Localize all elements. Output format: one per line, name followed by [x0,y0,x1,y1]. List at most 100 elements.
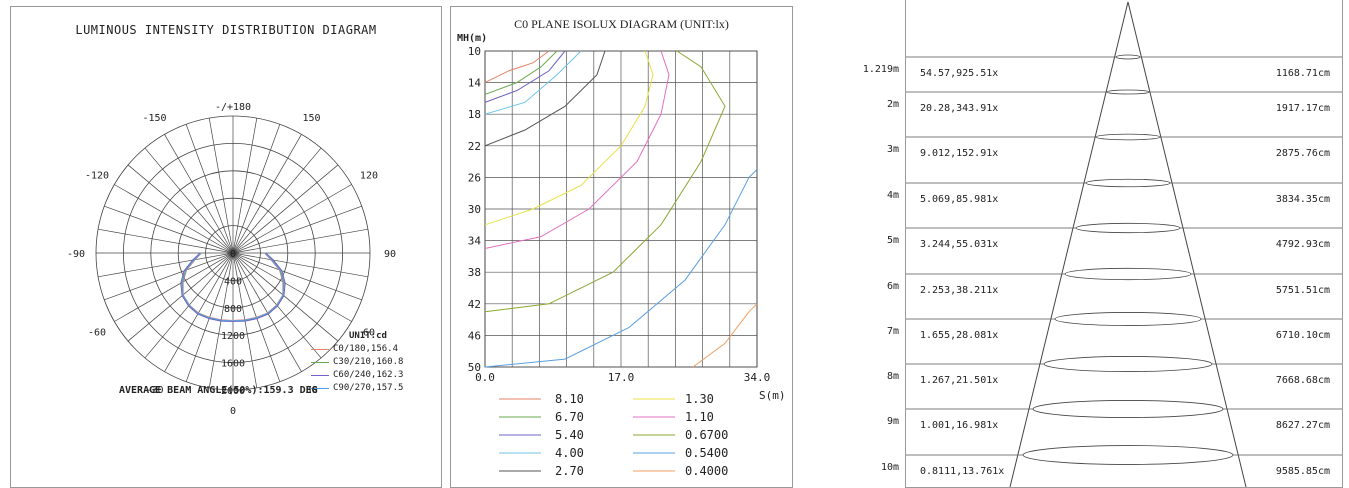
polar-radial-tick: 400 [224,276,242,287]
isolux-y-tick: 26 [468,171,481,184]
cone-illuminance: 2.253,38.211x [920,285,998,296]
polar-radial-tick: 0 [230,249,236,260]
polar-spoke [232,147,322,254]
polar-spoke [127,252,234,342]
isolux-legend-label: 5.40 [555,428,584,442]
cone-illuminance: 1.267,21.501x [920,375,998,386]
isolux-legend-label: 2.70 [555,464,584,478]
isolux-y-tick: 42 [468,298,481,311]
isolux-y-tick: 38 [468,266,481,279]
isolux-contour-line [484,50,726,313]
isolux-y-tick: 10 [468,45,481,58]
isolux-legend-label: 1.30 [685,392,714,406]
isolux-y-tick: 14 [468,77,482,90]
polar-spoke [114,184,234,254]
isolux-x-tick: 0.0 [475,371,495,384]
cone-diameter: 3834.35cm [1276,194,1330,205]
cone-diameter: 7668.68cm [1276,375,1330,386]
isolux-y-tick: 34 [468,235,482,248]
isolux-legend-label: 1.10 [685,410,714,424]
cone-illuminance: 1.655,28.081x [920,330,998,341]
polar-spoke [232,252,362,301]
polar-spoke [232,205,362,254]
cone-ellipse [1095,133,1161,141]
isolux-contour-line [484,50,550,84]
cone-ellipse [1085,178,1171,188]
polar-angle-label: 0 [230,406,236,417]
polar-spoke [232,184,352,254]
polar-title: LUMINOUS INTENSITY DISTRIBUTION DIAGRAM [75,23,377,37]
polar-legend-item: C0/180,156.4 [311,343,403,356]
isolux-x-tick: 17.0 [608,371,635,384]
isolux-y-tick: 18 [468,108,481,121]
isolux-legend-label: 0.4000 [685,464,728,478]
polar-angle-label: -60 [88,328,106,339]
cone-diameter: 4792.93cm [1276,239,1330,250]
isolux-y-tick: 22 [468,140,481,153]
isolux-contour-line [484,169,758,368]
isolux-ylabel: MH(m) [457,33,488,44]
cone-ellipse [1022,445,1234,465]
polar-spoke [232,252,339,342]
cone-right-edge [1127,1,1247,488]
polar-legend-item: C60/240,162.3 [311,369,403,382]
legend-label: C60/240,162.3 [333,370,404,380]
isolux-legend-label: 0.5400 [685,446,728,460]
polar-angle-label: 60 [363,328,375,339]
polar-diagram-panel: LUMINOUS INTENSITY DISTRIBUTION DIAGRAM … [10,6,442,488]
cone-height-label: 1.219m [862,64,899,75]
polar-series-line [180,252,286,323]
polar-spoke [232,164,339,254]
polar-unit: UNIT:cd [349,331,387,341]
cone-illuminance: 0.8111,13.761x [920,466,1004,477]
legend-label: C0/180,156.4 [333,344,399,354]
polar-angle-label: -30 [145,385,163,396]
polar-spoke [104,252,234,301]
polar-spoke [232,118,258,254]
isolux-xlabel: S(m) [759,389,786,402]
legend-swatch [311,388,329,389]
polar-spoke [232,228,368,254]
polar-radial-tick: 1600 [221,359,245,370]
cone-diameter: 5751.51cm [1276,285,1330,296]
legend-label: C30/210,160.8 [333,357,404,367]
polar-legend-item: C90/270,157.5 [311,382,403,395]
legend-swatch [311,349,329,350]
isolux-legend-label: 8.10 [555,392,584,406]
cone-diameter: 1168.71cm [1276,68,1330,79]
average-beam-angle: AVERAGE BEAM ANGLE(50%):159.3 DEG [119,385,318,396]
cone-illuminance: 3.244,55.031x [920,239,998,250]
polar-angle-label: 90 [384,249,396,260]
polar-radial-tick: 1200 [221,331,245,342]
polar-angle-label: -90 [67,249,85,260]
polar-angle-label: -120 [85,171,109,182]
polar-chart: -/+180 150 120 90 60 30 0 -30 -60 -90 -120 -150 0 400… [67,102,396,417]
cone-height-label: 5m [886,235,899,246]
polar-radial-tick: 800 [224,304,242,315]
cone-diagram-panel: 54.57,925.51x 1168.71cm 20.28,343.91x 1917.… [905,0,1343,488]
polar-spoke [114,252,234,322]
polar-series-line [182,252,284,322]
cone-illuminance: 54.57,925.51x [920,68,998,79]
polar-spoke [98,228,234,254]
polar-angle-label: -/+180 [215,102,251,113]
cone-left-edge [1009,1,1129,488]
legend-label: C90/270,157.5 [333,383,404,393]
polar-angle-label: 30 [305,385,317,396]
polar-angle-label: 120 [360,171,378,182]
polar-angle-label: 150 [302,113,320,124]
polar-spoke [232,134,302,254]
cone-diameter: 9585.85cm [1276,466,1330,477]
polar-spoke [127,164,234,254]
cone-height-label: 2m [886,99,899,110]
polar-spoke [208,118,234,254]
polar-spoke [164,134,234,254]
isolux-contour-line [484,50,558,95]
cone-ellipse [1115,54,1141,60]
cone-diameter: 6710.10cm [1276,330,1330,341]
polar-spoke [104,205,234,254]
isolux-contour-line [692,303,758,368]
cone-ellipse [1064,267,1192,281]
cone-height-label: 9m [886,416,899,427]
cone-illuminance: 9.012,152.91x [920,148,998,159]
